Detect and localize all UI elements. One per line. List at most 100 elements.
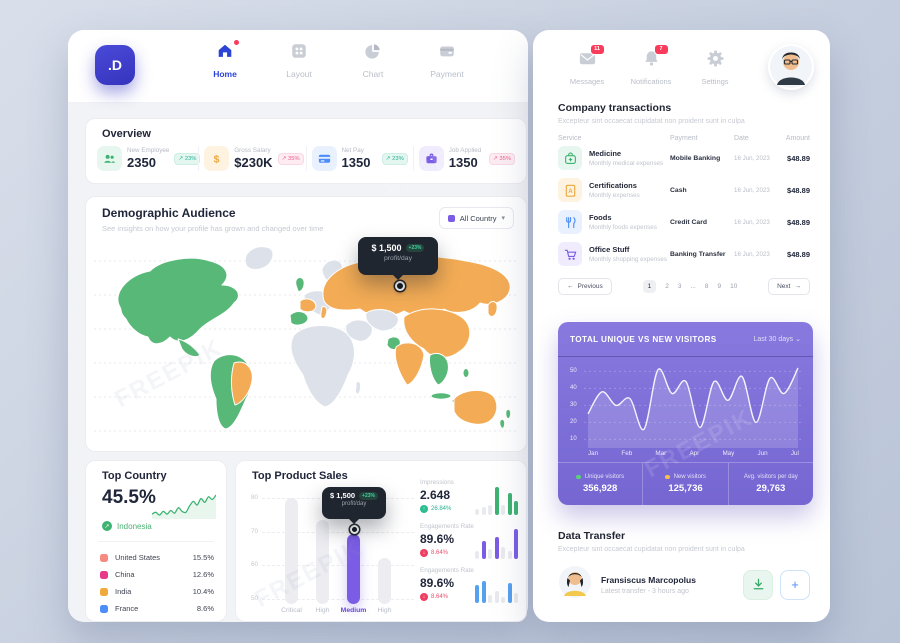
app-logo[interactable]: .D [95,45,135,85]
country-name: China [115,570,135,579]
range-label: Last 30 days [753,336,794,343]
col-service: Service [558,135,582,142]
user-avatar[interactable] [768,44,814,90]
country-row[interactable]: India 10.4% [100,583,214,600]
mini-bar [494,591,499,603]
gridline [262,565,414,567]
visitors-x-axis: Jan Feb Mar Apr May Jun Jul [588,450,799,457]
metric-value: 89.6% [420,576,455,590]
product-bar [285,498,298,604]
stat-delta-badge: ↗ 35% [277,152,304,165]
page-number[interactable]: 8 [704,283,709,290]
contact-name: Fransiscus Marcopolus [601,574,696,585]
month-label: Jul [790,450,799,457]
country-swatch [100,570,108,579]
pagination: ← Previous 1 2 3... 8 9 10 Next → [558,278,810,295]
nav-label: Payment [430,69,464,79]
page-number[interactable]: 1 [642,280,657,293]
country-swatch [100,604,108,613]
top-country-card: Top Country 45.5% ↗ Indonesia United Sta… [85,460,227,622]
service-desc: Monthly foods expenses [589,224,657,231]
stat-label: New Employee [127,147,170,154]
notifications-button[interactable]: 7 Notifications [619,43,683,86]
table-row[interactable]: Office Stuff Monthly shopping expenses B… [558,238,810,270]
payment-method: Credit Card [670,218,708,226]
map-marker-dot[interactable] [395,281,405,291]
table-row[interactable]: Medicine Monthly medical expenses Mobile… [558,142,810,174]
country-pct: 8.6% [196,604,214,613]
country-row[interactable]: France 8.6% [100,600,214,617]
visitors-title: TOTAL UNIQUE VS NEW VISITORS [570,334,717,344]
table-row[interactable]: A Certifications Monthly expenses Cash 1… [558,174,810,206]
mini-bar [488,595,492,603]
arrow-left-icon: ← [567,283,574,290]
metric-impressions: Impressions 2.648 ↑ 26.84% [420,479,518,519]
bar-slot [338,498,369,604]
month-label: Jun [757,450,768,457]
settings-button[interactable]: Settings [683,49,747,86]
page-number[interactable]: 3 [677,283,682,290]
stat-value: 29,763 [756,483,786,494]
country-filter-dropdown[interactable]: All Country ▾ [438,207,514,229]
next-button[interactable]: Next → [768,278,810,295]
product-bar [347,534,360,604]
transfer-meta: Latest transfer - 3 hours ago [601,587,689,595]
country-swatch [100,553,108,562]
metric-engagement-2: Engagements Rate 89.6% ↓ 8.64% [420,567,518,607]
country-pct: 10.4% [192,587,214,596]
stat-net-pay: Net Pay 1350 ↗ 23% [305,146,413,171]
service-name: Medicine [589,149,622,158]
messages-count-badge: 11 [589,43,605,55]
country-pct: 12.6% [192,570,214,579]
stat-new-employee: New Employee 2350 ↗ 23% [92,146,201,171]
nav-item-chart[interactable]: Chart [344,42,402,79]
messages-button[interactable]: 11 Messages [555,43,619,86]
mini-bar [507,493,512,515]
contact-avatar [558,565,592,604]
shopping-cart-icon [558,242,582,266]
visitors-header: TOTAL UNIQUE VS NEW VISITORS Last 30 day… [558,322,813,357]
y-tick-label: 50 [570,367,577,374]
filter-color-square [447,214,455,222]
nav-item-home[interactable]: Home [196,40,254,79]
left-panel: .D Home Layout [68,30,528,622]
chevron-down-icon: ⌄ [795,336,801,343]
mini-bar-chart [475,485,518,515]
previous-button[interactable]: ← Previous [558,278,612,295]
gridline [262,531,414,533]
page-number[interactable]: 9 [717,283,722,290]
mini-bar [501,505,505,515]
layout-grid-icon [290,42,308,60]
range-dropdown[interactable]: Last 30 days ⌄ [753,335,801,343]
col-amount: Amount [785,135,810,142]
transaction-date: 16 Jun, 2023 [734,186,770,194]
nav-item-layout[interactable]: Layout [270,42,328,79]
country-name: India [115,587,132,596]
map-tooltip: $ 1,500 +23% profit/day [358,237,438,280]
page-number[interactable]: 2 [665,283,669,290]
country-row[interactable]: United States 15.5% [100,549,214,566]
product-categories: Critical High Medium High [276,607,400,614]
avg-visitors-stat: Avg. visitors per day 29,763 [727,463,813,505]
transfer-row: Fransiscus Marcopolus Latest transfer - … [558,565,810,604]
transactions-subtitle: Excepteur sint occaecat cupidatat non pr… [558,118,745,125]
stat-label: Gross Salary [234,147,271,154]
mini-bar [475,585,479,603]
metric-value: 2.648 [420,488,451,502]
download-button[interactable] [743,569,773,600]
country-row[interactable]: China 12.6% [100,566,214,583]
notifications-label: Notifications [630,76,672,86]
table-row[interactable]: Foods Monthly foods expenses Credit Card… [558,206,810,238]
y-tick-label: 40 [570,384,577,391]
notifications-count-badge: 7 [653,43,669,55]
page-number[interactable]: 10 [730,283,738,290]
bar-slot [369,498,400,604]
service-desc: Monthly shopping expenses [589,256,668,263]
svg-text:$: $ [214,154,220,165]
stat-delta-badge: ↗ 35% [488,152,515,165]
add-button[interactable]: + [780,569,810,600]
nav-item-payment[interactable]: Payment [418,42,476,79]
mini-bar [488,505,492,515]
right-header: 11 Messages 7 Notifications Settings [555,43,814,90]
gear-icon [706,49,725,68]
